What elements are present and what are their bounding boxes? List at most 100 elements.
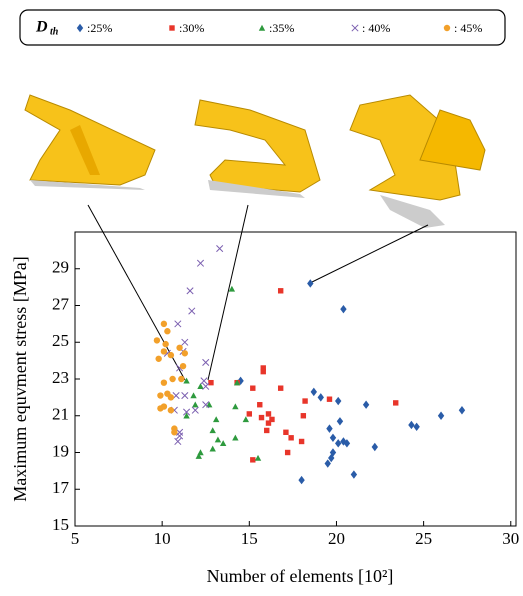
marker-circle (161, 379, 167, 385)
marker-square (264, 428, 269, 433)
marker-square (288, 435, 293, 440)
marker-diamond (318, 393, 324, 401)
legend-marker (169, 25, 174, 30)
legend-label: : 45% (454, 21, 482, 35)
marker-cross (175, 321, 181, 327)
marker-circle (171, 429, 177, 435)
x-axis-label: Number of elements [10²] (207, 566, 394, 586)
y-tick-label: 25 (52, 331, 69, 350)
marker-diamond (459, 406, 465, 414)
marker-diamond (325, 459, 331, 467)
plot-frame (75, 232, 516, 526)
marker-diamond (337, 417, 343, 425)
marker-cross (201, 378, 207, 384)
marker-square (259, 415, 264, 420)
marker-diamond (363, 401, 369, 409)
marker-square (208, 380, 213, 385)
marker-cross (176, 433, 182, 439)
marker-diamond (413, 423, 419, 431)
marker-circle (154, 337, 160, 343)
marker-triangle (243, 416, 249, 422)
marker-cross (197, 260, 203, 266)
legend-label: :30% (179, 21, 204, 35)
marker-circle (168, 407, 174, 413)
marker-triangle (210, 446, 216, 452)
marker-diamond (372, 443, 378, 451)
series (164, 245, 223, 444)
marker-cross (216, 245, 222, 251)
marker-diamond (351, 470, 357, 478)
series (154, 321, 188, 436)
marker-diamond (408, 421, 414, 429)
marker-diamond (335, 439, 341, 447)
series (237, 279, 465, 484)
marker-diamond (335, 397, 341, 405)
marker-triangle (255, 455, 261, 461)
marker-diamond (298, 476, 304, 484)
marker-diamond (330, 434, 336, 442)
model-image-1 (25, 95, 155, 190)
marker-circle (155, 356, 161, 362)
marker-square (261, 369, 266, 374)
legend-marker (444, 25, 450, 31)
marker-circle (162, 341, 168, 347)
marker-circle (169, 376, 175, 382)
model-image-2 (195, 100, 320, 198)
x-tick-label: 30 (502, 529, 519, 548)
marker-square (393, 400, 398, 405)
marker-cross (187, 288, 193, 294)
marker-square (285, 450, 290, 455)
marker-square (283, 430, 288, 435)
model-images (25, 95, 485, 228)
marker-square (301, 413, 306, 418)
marker-cross (203, 359, 209, 365)
y-tick-label: 15 (52, 515, 69, 534)
marker-circle (157, 392, 163, 398)
y-tick-label: 21 (52, 405, 69, 424)
legend-label: :35% (269, 21, 294, 35)
marker-circle (178, 376, 184, 382)
x-tick-label: 25 (415, 529, 432, 548)
marker-triangle (215, 436, 221, 442)
marker-triangle (213, 416, 219, 422)
marker-cross (182, 392, 188, 398)
marker-square (257, 402, 262, 407)
marker-square (250, 457, 255, 462)
series (208, 288, 398, 462)
marker-diamond (340, 305, 346, 313)
y-tick-label: 27 (52, 294, 70, 313)
marker-square (299, 439, 304, 444)
marker-diamond (438, 412, 444, 420)
marker-square (266, 411, 271, 416)
model-image-3 (350, 95, 485, 228)
marker-circle (180, 363, 186, 369)
marker-triangle (232, 403, 238, 409)
y-tick-label: 29 (52, 258, 69, 277)
marker-triangle (183, 413, 189, 419)
marker-diamond (326, 424, 332, 432)
marker-diamond (311, 388, 317, 396)
x-tick-label: 15 (241, 529, 258, 548)
marker-triangle (232, 435, 238, 441)
y-tick-label: 17 (52, 478, 70, 497)
legend-title-sub: th (50, 26, 59, 37)
marker-square (247, 411, 252, 416)
marker-diamond (307, 279, 313, 287)
y-tick-label: 23 (52, 368, 69, 387)
marker-circle (161, 348, 167, 354)
callout-line (310, 225, 428, 283)
marker-circle (182, 350, 188, 356)
marker-triangle (192, 402, 198, 408)
callout-lines (88, 205, 428, 380)
marker-cross (175, 438, 181, 444)
marker-square (302, 398, 307, 403)
marker-square (269, 417, 274, 422)
marker-triangle (210, 427, 216, 433)
marker-circle (164, 328, 170, 334)
marker-square (278, 288, 283, 293)
y-tick-label: 19 (52, 441, 69, 460)
chart: D th Number of elements [10²] Maximum eq… (0, 0, 523, 596)
marker-cross (189, 308, 195, 314)
legend-title: D (35, 19, 48, 36)
y-axis-label: Maximum equvment stress [MPa] (10, 256, 30, 501)
